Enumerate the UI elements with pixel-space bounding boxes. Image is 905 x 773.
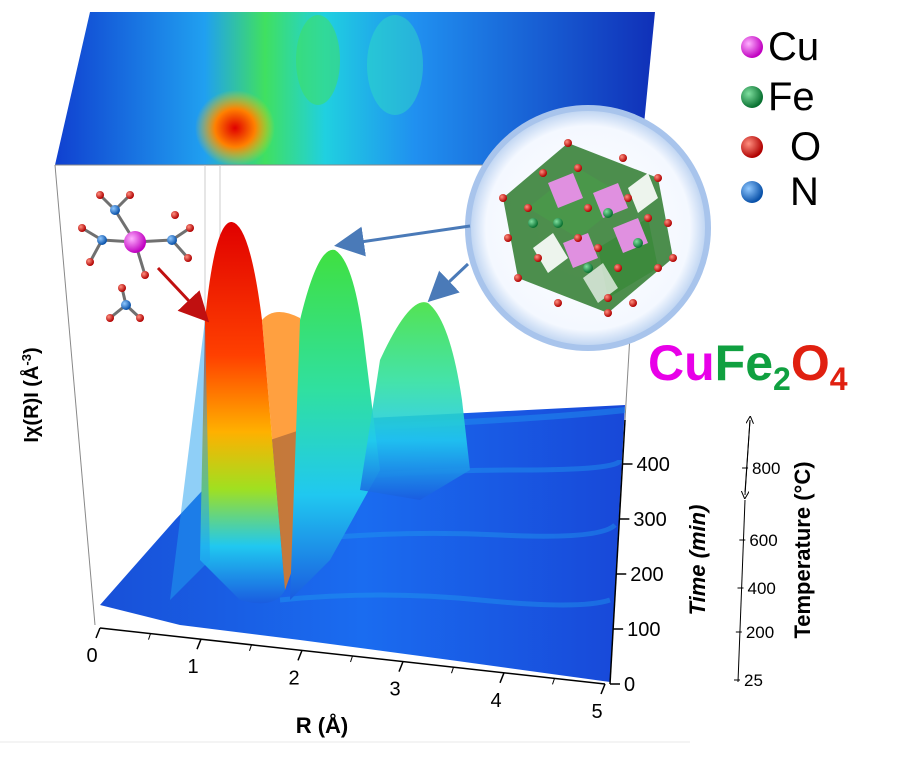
legend-n-label: N [790,170,819,214]
x-tick-0 [95,627,101,639]
x-tick-2 [297,650,303,661]
x-axis-label: R (Å) [296,712,349,738]
time-axis-ticks: 0 100 200 300 400 [610,454,670,696]
x-tick-4 [499,672,505,684]
x-tick-label-2: 2 [288,667,299,689]
temp-tick-label-0: 25 [744,671,763,690]
y-axis-label: Iχ(R)I (Å-3) [19,347,44,442]
crystal-o-atom-4 [604,309,612,317]
crystal-o-atom-7 [574,164,582,172]
legend-o-marker [741,136,763,158]
crystal-o-atom-6 [524,204,532,212]
compound-formula: CuFe2O4 [648,335,848,397]
time-tick-label-1: 100 [627,619,660,641]
x-minor-tick-3 [451,667,454,674]
crystal-o-atom-11 [644,214,652,222]
peak-1 [200,221,285,604]
temperature-axis-label: Temperature (°C) [790,461,815,638]
x-tick-5 [600,683,606,695]
temp-axis-line [737,499,746,683]
temp-tick-label-1: 200 [746,623,774,642]
crystal-o-atom-18 [554,299,562,307]
crystal-o-atom-0 [499,194,507,202]
crystal-fe-atom-3 [528,218,538,228]
x-tick-3 [398,661,404,672]
legend-n-marker [741,181,763,203]
legend-fe-label: Fe [768,75,815,119]
crystal-o-atom-20 [584,204,592,212]
crystal-o-atom-14 [539,169,547,177]
crystal-fe-atom-0 [553,218,563,228]
x-tick-label-3: 3 [389,679,400,701]
crystal-o-atom-17 [664,219,672,227]
time-tick-label-3: 300 [633,509,666,531]
crystal-o-atom-21 [534,254,542,262]
cufe2o4-crystal-structure [465,105,711,351]
temp-axis-arrow-lower [745,419,751,495]
temp-tick-label-3: 600 [749,531,777,550]
crystal-o-atom-13 [604,294,612,302]
crystal-o-atom-12 [654,264,662,272]
crystal-o-atom-22 [614,264,622,272]
crystal-o-atom-10 [594,244,602,252]
peak-3 [360,302,470,500]
legend-cu-marker [741,36,763,58]
top-projection-map [55,12,655,166]
crystal-o-atom-2 [654,174,662,182]
x-tick-label-0: 0 [86,645,97,667]
time-tick-label-2: 200 [630,564,663,586]
x-minor-tick-0 [148,633,151,640]
crystal-o-atom-16 [504,234,512,242]
legend-fe-marker [741,86,763,108]
crystal-o-atom-9 [574,234,582,242]
crystal-fe-atom-2 [583,263,593,273]
crystal-o-atom-3 [669,254,677,262]
crystal-o-atom-15 [619,154,627,162]
copper-nitrate-molecule [78,191,194,322]
crystal-arrow-1 [334,224,471,257]
time-tick-label-0: 0 [624,674,635,696]
crystal-o-atom-5 [514,274,522,282]
x-minor-tick-1 [249,644,252,651]
formula-o-subscript: 4 [830,361,848,397]
temp-tick-label-4: 800 [752,459,780,478]
legend: Cu Fe O N [741,25,821,214]
surface-peaks [170,221,470,604]
legend-o-label: O [790,125,821,169]
temp-axis-ticks: 25 200 400 600 800 [734,459,780,690]
formula-fe: Fe [715,335,773,391]
formula-o: O [791,335,830,391]
crystal-o-atom-1 [564,139,572,147]
x-minor-tick-2 [350,655,353,663]
x-tick-label-1: 1 [187,656,198,678]
time-axis-label: Time (min) [685,505,710,616]
formula-fe-subscript: 2 [773,361,791,397]
x-tick-label-4: 4 [490,690,501,712]
legend-cu-label: Cu [768,25,819,69]
temp-tick-label-2: 400 [747,579,775,598]
x-minor-tick-4 [552,678,555,685]
crystal-o-atom-8 [624,194,632,202]
x-tick-1 [196,638,202,650]
peak-2 [290,249,380,600]
formula-cu: Cu [648,335,715,391]
crystal-arrow-2 [427,262,470,303]
time-tick-label-4: 400 [637,454,670,476]
crystal-fe-atom-1 [603,208,613,218]
crystal-o-atom-19 [629,299,637,307]
molecule-arrow [156,266,210,323]
crystal-fe-atom-4 [633,238,643,248]
x-tick-label-5: 5 [591,701,602,723]
x-axis-ticks: 0 1 2 3 4 5 [86,627,606,723]
